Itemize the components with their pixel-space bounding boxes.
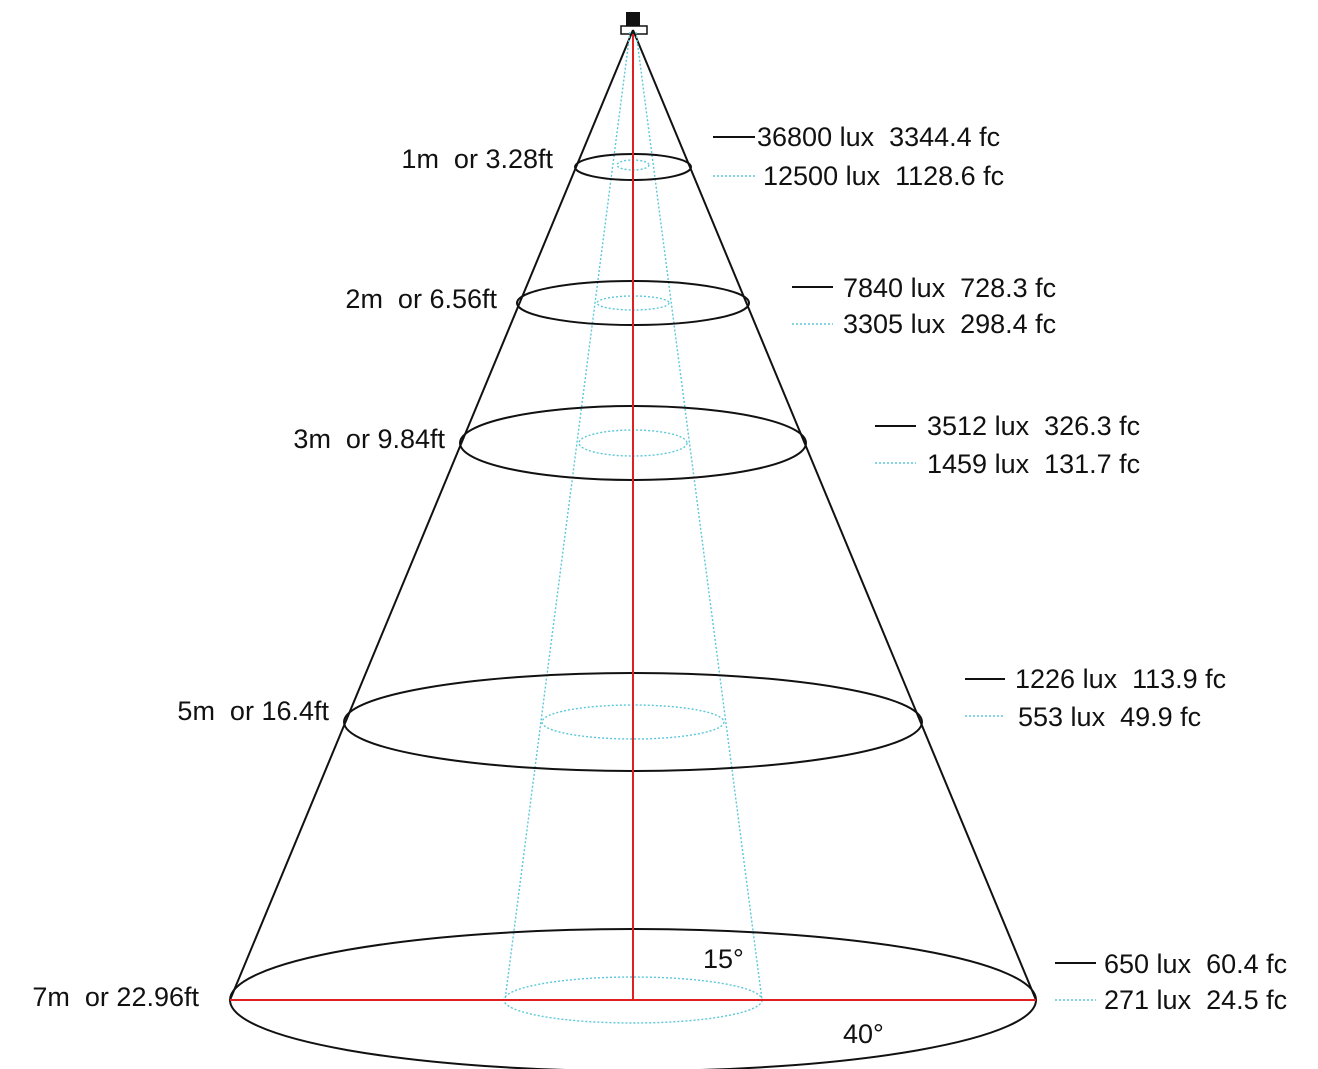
narrow-beam-left-edge	[504, 31, 631, 1001]
distance-label-3m: 3m or 9.84ft	[293, 424, 445, 454]
wide-beam-left-edge	[229, 29, 634, 1001]
narrow-beam-right-edge	[635, 31, 763, 1001]
distance-label-1m: 1m or 3.28ft	[401, 144, 553, 174]
illuminance-narrow-3m: 1459 lux 131.7 fc	[927, 449, 1140, 479]
distance-label-2m: 2m or 6.56ft	[345, 284, 497, 314]
wide-beam-right-edge	[632, 29, 1037, 1001]
distance-label-5m: 5m or 16.4ft	[177, 696, 329, 726]
narrow-angle-label: 15°	[703, 944, 744, 974]
illuminance-wide-5m: 1226 lux 113.9 fc	[1015, 664, 1226, 694]
illuminance-wide-1m: 36800 lux 3344.4 fc	[757, 122, 1000, 152]
wide-angle-label: 40°	[843, 1019, 884, 1049]
illuminance-wide-3m: 3512 lux 326.3 fc	[927, 411, 1140, 441]
illuminance-narrow-5m: 553 lux 49.9 fc	[1018, 702, 1201, 732]
illuminance-narrow-2m: 3305 lux 298.4 fc	[843, 309, 1056, 339]
illuminance-narrow-1m: 12500 lux 1128.6 fc	[763, 161, 1004, 191]
illuminance-wide-7m: 650 lux 60.4 fc	[1104, 949, 1287, 979]
illuminance-narrow-7m: 271 lux 24.5 fc	[1104, 985, 1287, 1015]
distance-label-7m: 7m or 22.96ft	[32, 982, 199, 1012]
illuminance-wide-2m: 7840 lux 728.3 fc	[843, 273, 1056, 303]
